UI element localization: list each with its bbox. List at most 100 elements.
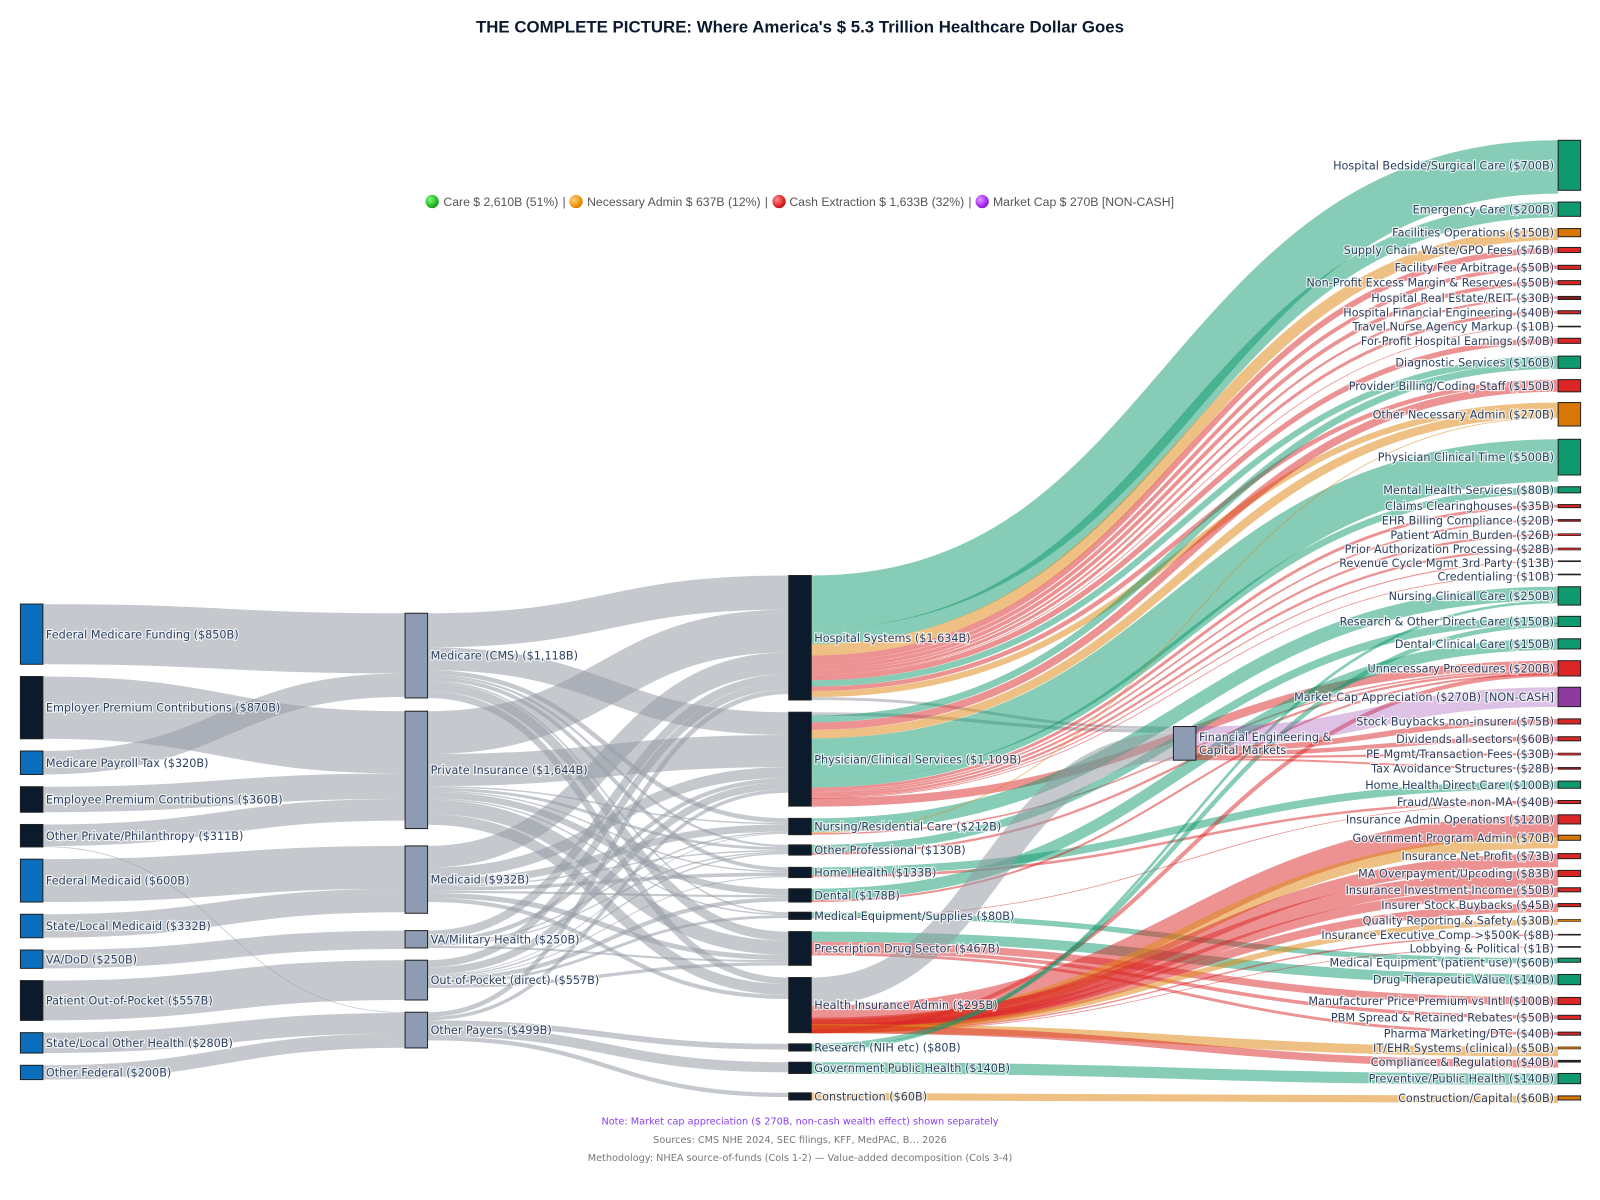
node-hhdc[interactable] [1557,780,1582,789]
link-hosp-to-ona[interactable] [811,402,1559,698]
link-hosp-to-supply[interactable] [811,247,1559,662]
link-hosp-to-er[interactable] [811,202,1559,645]
link-dent-to-dentcc[interactable] [811,638,1559,900]
link-mcaid-to-oprof[interactable] [427,850,789,888]
link-eec-to-priv[interactable] [42,773,406,813]
node-eec[interactable] [19,786,44,813]
node-pct[interactable] [1557,438,1582,476]
link-res-to-rodc[interactable] [811,622,1559,1049]
link-oop-to-phys[interactable] [427,782,789,975]
link-hosp-to-reit[interactable] [811,296,1559,672]
link-phys-to-billing[interactable] [811,384,1559,731]
node-mpt[interactable] [19,750,44,775]
node-claims[interactable] [1557,504,1582,509]
link-rx-to-mpp[interactable] [811,941,1559,1005]
node-dtv[interactable] [1557,973,1582,986]
node-rcm[interactable] [1557,560,1581,563]
node-iao[interactable] [1557,814,1582,825]
node-dent[interactable] [788,888,812,903]
link-va-to-hosp[interactable] [427,674,789,939]
link-fe-to-mcap[interactable] [1195,687,1559,747]
link-res-to-nurscc[interactable] [811,600,1559,1052]
node-ofed[interactable] [19,1064,44,1081]
node-epc[interactable] [19,676,44,740]
node-fe[interactable] [1172,726,1197,761]
node-prior[interactable] [1557,547,1581,551]
link-hosp-to-npm[interactable] [811,280,1559,669]
node-sbuy[interactable] [1557,718,1582,725]
node-mental[interactable] [1557,486,1582,494]
link-oth-to-phys[interactable] [427,789,789,1021]
link-hosp-to-fphe[interactable] [811,338,1559,681]
link-oop-to-hosp[interactable] [427,682,789,968]
node-ma[interactable] [1557,869,1582,878]
node-mcare[interactable] [404,612,429,699]
link-phys-to-diag[interactable] [811,362,1559,723]
link-mcare-to-meq[interactable] [427,680,789,914]
link-phys-to-pct[interactable] [811,439,1559,781]
node-nurscc[interactable] [1557,586,1582,606]
link-opp-to-priv[interactable] [42,798,406,847]
link-oop-to-hh[interactable] [427,876,789,978]
link-fe-to-div[interactable] [1195,736,1559,756]
node-billing[interactable] [1557,379,1582,393]
node-er[interactable] [1557,201,1582,217]
node-iii[interactable] [1557,887,1582,893]
node-inp[interactable] [1557,853,1582,860]
link-phys-to-prior[interactable] [811,547,1559,797]
link-phys-to-mental[interactable] [811,486,1559,788]
node-va[interactable] [404,930,429,949]
node-vad[interactable] [19,949,44,969]
node-fmd[interactable] [19,858,44,903]
node-cons[interactable] [788,1092,812,1101]
node-oth[interactable] [404,1011,429,1049]
link-phys-to-ehr[interactable] [811,519,1559,793]
node-tax[interactable] [1557,767,1581,770]
link-vad-to-va[interactable] [42,930,406,969]
node-res[interactable] [788,1043,812,1052]
link-opp-to-oth[interactable] [42,846,406,1014]
node-diag[interactable] [1557,355,1582,369]
node-qrs[interactable] [1557,919,1581,922]
node-iec[interactable] [1557,933,1581,936]
link-priv-to-hosp[interactable] [427,609,789,755]
node-nurs[interactable] [788,817,812,836]
link-hh-to-hhdc[interactable] [811,781,1559,876]
node-opp[interactable] [19,823,44,848]
link-oth-to-res[interactable] [427,1020,789,1050]
node-gph[interactable] [788,1061,812,1074]
link-hosp-to-travel[interactable] [811,326,1559,676]
link-hosp-to-billing[interactable] [811,379,1559,692]
link-oth-to-gph[interactable] [427,1026,789,1073]
link-mcaid-to-dent[interactable] [427,890,789,898]
node-oop[interactable] [404,959,429,1001]
link-phys-to-claims[interactable] [811,504,1559,791]
link-epc-to-priv[interactable] [42,676,406,774]
node-prev[interactable] [1557,1072,1582,1085]
node-hfe[interactable] [1557,310,1582,315]
link-hosp-to-diag[interactable] [811,356,1559,687]
node-npm[interactable] [1557,280,1582,286]
node-rx[interactable] [788,931,812,966]
node-mpp[interactable] [1557,996,1582,1006]
node-hosp[interactable] [788,574,812,701]
link-va-to-oprof[interactable] [427,851,789,946]
link-poop-to-oop[interactable] [42,960,406,1021]
link-hia-to-iao[interactable] [811,814,1559,1028]
node-pbm[interactable] [1557,1014,1582,1020]
node-ffee[interactable] [1557,264,1582,270]
link-hosp-to-bed[interactable] [811,140,1559,629]
link-oop-to-dent[interactable] [427,897,789,982]
link-nurs-to-nurscc[interactable] [811,586,1559,833]
link-phys-to-ona[interactable] [811,408,1559,739]
link-hh-to-fraud[interactable] [811,800,1559,878]
link-va-to-phys[interactable] [427,777,789,944]
link-oth-to-cons[interactable] [427,1036,789,1098]
node-pab[interactable] [1557,533,1581,537]
link-fe-to-pe[interactable] [1195,753,1559,759]
node-sloh[interactable] [19,1032,44,1054]
link-phys-to-pab[interactable] [811,533,1559,795]
link-priv-to-hh[interactable] [427,790,789,873]
link-gph-to-prev[interactable] [811,1062,1559,1085]
link-slm-to-mcaid[interactable] [42,888,406,938]
